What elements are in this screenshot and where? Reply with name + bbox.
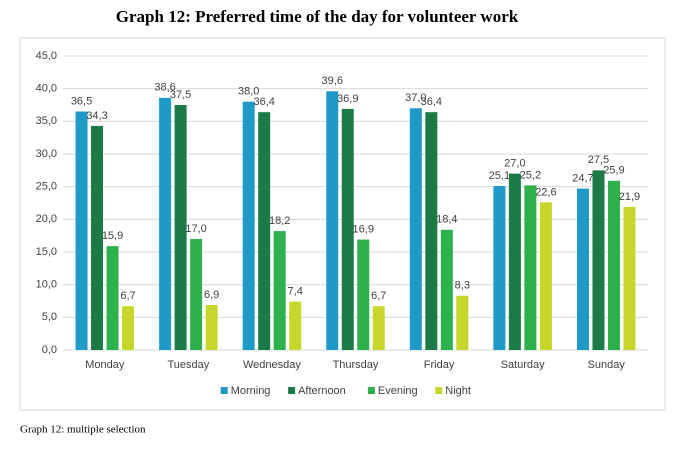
value-label: 6,7 bbox=[371, 290, 386, 302]
bar bbox=[592, 170, 605, 350]
chart-frame bbox=[19, 37, 666, 411]
bar bbox=[258, 112, 271, 350]
bar bbox=[106, 246, 119, 350]
bar bbox=[122, 306, 135, 350]
value-label: 27,0 bbox=[504, 158, 525, 170]
value-label: 7,4 bbox=[288, 286, 303, 298]
bar bbox=[75, 111, 88, 351]
value-label: 21,9 bbox=[619, 191, 640, 203]
bar bbox=[576, 188, 589, 350]
value-label: 36,5 bbox=[71, 95, 92, 107]
bar bbox=[456, 295, 469, 350]
bar bbox=[190, 238, 203, 350]
value-label: 24,7 bbox=[572, 173, 593, 185]
legend-swatch bbox=[288, 387, 296, 394]
legend-swatch bbox=[435, 387, 443, 394]
value-label: 25,2 bbox=[520, 169, 541, 181]
value-label: 18,4 bbox=[436, 214, 457, 226]
value-label: 36,4 bbox=[421, 96, 442, 108]
value-label: 25,9 bbox=[603, 165, 624, 177]
bar bbox=[372, 306, 385, 350]
legend-label: Evening bbox=[378, 385, 418, 397]
legend-swatch bbox=[367, 387, 375, 394]
x-tick-label: Wednesday bbox=[243, 359, 301, 371]
bar bbox=[326, 91, 339, 350]
bar bbox=[159, 97, 172, 351]
legend-label: Night bbox=[445, 385, 471, 397]
value-label: 37,0 bbox=[405, 92, 426, 104]
bar bbox=[341, 108, 354, 350]
chart-title: Graph 12: Preferred time of the day for … bbox=[116, 7, 519, 26]
x-tick-label: Sunday bbox=[588, 359, 626, 371]
legend-label: Afternoon bbox=[298, 385, 346, 397]
value-label: 37,5 bbox=[170, 89, 191, 101]
bar bbox=[440, 229, 453, 350]
y-tick-label: 30,0 bbox=[36, 148, 57, 160]
x-tick-label: Monday bbox=[85, 359, 125, 371]
bar bbox=[205, 304, 218, 350]
legend-swatch bbox=[220, 387, 228, 394]
x-tick-label: Tuesday bbox=[167, 359, 209, 371]
bar bbox=[409, 108, 422, 351]
y-tick-label: 5,0 bbox=[42, 311, 57, 323]
bar bbox=[493, 186, 506, 350]
bar bbox=[524, 185, 537, 350]
value-label: 8,3 bbox=[455, 280, 470, 292]
value-label: 27,5 bbox=[588, 154, 609, 166]
bar bbox=[242, 101, 255, 350]
value-label: 15,9 bbox=[102, 230, 123, 242]
value-label: 39,6 bbox=[322, 75, 343, 87]
value-label: 36,9 bbox=[337, 93, 358, 105]
bar bbox=[623, 206, 636, 350]
value-label: 22,6 bbox=[535, 186, 556, 198]
y-tick-label: 15,0 bbox=[36, 246, 57, 258]
x-tick-label: Friday bbox=[424, 359, 455, 371]
value-label: 17,0 bbox=[185, 223, 206, 235]
y-tick-label: 40,0 bbox=[36, 83, 57, 95]
y-tick-label: 45,0 bbox=[36, 50, 57, 62]
bar bbox=[357, 239, 370, 350]
bar bbox=[508, 173, 521, 350]
bar bbox=[273, 231, 286, 350]
value-label: 38,0 bbox=[238, 86, 259, 98]
y-tick-label: 25,0 bbox=[36, 181, 57, 193]
caption: Graph 12: multiple selection bbox=[20, 424, 146, 436]
bar bbox=[91, 125, 104, 350]
value-label: 36,4 bbox=[253, 96, 274, 108]
bar bbox=[607, 180, 620, 350]
value-label: 38,6 bbox=[154, 82, 175, 94]
legend-label: Morning bbox=[231, 385, 271, 397]
value-label: 6,9 bbox=[204, 289, 219, 301]
bar bbox=[289, 301, 302, 350]
bar bbox=[539, 202, 552, 350]
x-tick-label: Thursday bbox=[333, 359, 379, 371]
y-tick-label: 10,0 bbox=[36, 279, 57, 291]
value-label: 34,3 bbox=[86, 110, 107, 122]
value-label: 16,9 bbox=[353, 223, 374, 235]
bar bbox=[425, 112, 438, 350]
bar bbox=[174, 105, 187, 350]
x-tick-label: Saturday bbox=[501, 359, 546, 371]
value-label: 18,2 bbox=[269, 215, 290, 227]
value-label: 25,1 bbox=[489, 170, 510, 182]
value-label: 6,7 bbox=[120, 290, 135, 302]
y-tick-label: 20,0 bbox=[36, 213, 57, 225]
y-tick-label: 0,0 bbox=[42, 344, 57, 356]
y-tick-label: 35,0 bbox=[36, 115, 57, 127]
